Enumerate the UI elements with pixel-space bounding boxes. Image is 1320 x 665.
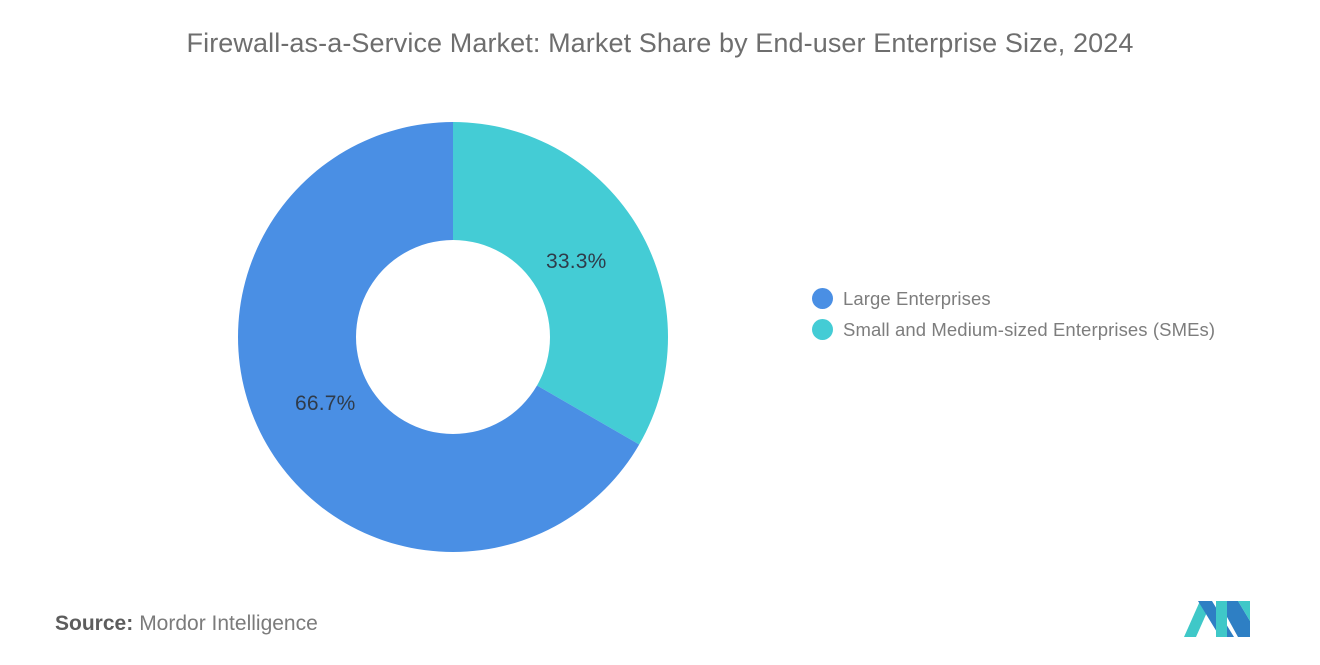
slice-value-label-smes: 33.3% <box>546 250 607 273</box>
logo-svg <box>1184 601 1250 637</box>
chart-legend: Large Enterprises Small and Medium-sized… <box>812 283 1215 345</box>
legend-item-smes[interactable]: Small and Medium-sized Enterprises (SMEs… <box>812 314 1215 345</box>
legend-swatch-icon-large-enterprises <box>812 288 833 309</box>
donut-slice-smes[interactable] <box>453 122 668 445</box>
donut-slice-large-enterprises[interactable] <box>238 122 640 552</box>
slice-value-label-large-enterprises: 66.7% <box>295 392 356 415</box>
page-title: Firewall-as-a-Service Market: Market Sha… <box>186 28 1134 58</box>
legend-label-large-enterprises: Large Enterprises <box>843 287 991 309</box>
legend-swatch-icon-smes <box>812 319 833 340</box>
donut-chart-plot-area <box>238 122 668 552</box>
legend-item-large-enterprises[interactable]: Large Enterprises <box>812 283 1215 314</box>
source-label: Source: <box>55 612 134 635</box>
legend-label-smes: Small and Medium-sized Enterprises (SMEs… <box>843 318 1216 340</box>
source-attribution: Source: Mordor Intelligence <box>55 612 318 636</box>
source-value: Mordor Intelligence <box>139 612 318 635</box>
mordor-intelligence-logo-icon <box>1182 597 1252 639</box>
donut-chart-svg <box>238 122 668 552</box>
